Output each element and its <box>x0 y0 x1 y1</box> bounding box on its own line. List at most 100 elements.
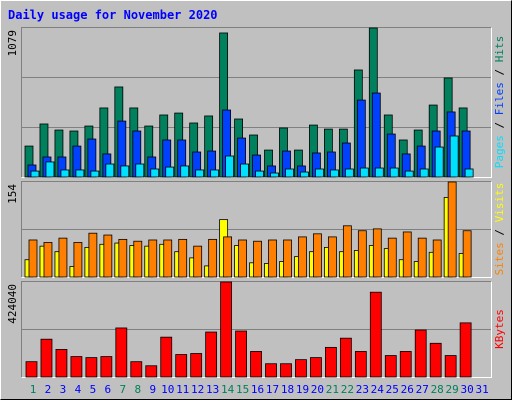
bar <box>359 167 369 178</box>
bar <box>238 239 247 278</box>
bar <box>404 170 414 178</box>
bar <box>195 169 205 178</box>
panel-edge-light <box>21 281 492 378</box>
bar <box>447 181 457 278</box>
bar <box>115 327 128 378</box>
bar <box>369 291 382 378</box>
bar <box>372 228 382 278</box>
bar <box>43 242 53 278</box>
x-tick-label: 17 <box>266 383 279 396</box>
x-tick-label: 25 <box>386 383 399 396</box>
bar <box>180 165 190 178</box>
bar <box>178 238 188 278</box>
x-tick-label: 5 <box>90 383 97 396</box>
x-tick-label: 31 <box>475 383 488 396</box>
bar <box>58 237 68 278</box>
x-tick-label: 28 <box>431 383 444 396</box>
x-tick-label: 26 <box>401 383 414 396</box>
bar <box>329 169 339 178</box>
panel-edge-light <box>21 27 492 178</box>
legend: Sites / Visits <box>493 183 506 276</box>
x-tick-label: 16 <box>251 383 264 396</box>
x-tick-label: 9 <box>149 383 156 396</box>
legend-separator: / <box>493 222 506 242</box>
bar <box>175 354 188 378</box>
x-tick-label: 21 <box>326 383 339 396</box>
y-tick-label: 1079 <box>6 30 19 57</box>
bar <box>371 92 381 178</box>
x-tick-label: 11 <box>176 383 189 396</box>
bar <box>28 239 38 278</box>
legend-entry: Sites <box>493 242 506 275</box>
bar <box>295 359 307 378</box>
bar <box>60 169 70 178</box>
x-tick-label: 10 <box>161 383 174 396</box>
bar <box>85 357 98 378</box>
bar <box>210 169 220 178</box>
x-tick-label: 12 <box>191 383 204 396</box>
bar <box>315 168 324 178</box>
bar <box>298 236 307 278</box>
bar <box>339 337 352 378</box>
bar <box>313 233 322 278</box>
panel-edge-dark <box>21 181 492 278</box>
x-tick-label: 15 <box>236 383 249 396</box>
bar <box>449 135 459 178</box>
bar <box>444 355 457 378</box>
bar <box>285 168 294 178</box>
x-tick-label: 27 <box>416 383 429 396</box>
bar <box>205 331 218 378</box>
x-tick-label: 3 <box>60 383 67 396</box>
bar <box>55 349 68 378</box>
x-tick-label: 24 <box>371 383 385 396</box>
legend-separator: / <box>493 115 506 135</box>
x-tick-label: 1 <box>30 383 37 396</box>
bar <box>356 99 366 178</box>
bar <box>118 238 128 278</box>
bar <box>220 281 233 378</box>
legend: Pages / Files / Hits <box>493 36 506 169</box>
bar <box>384 355 397 378</box>
bar <box>432 239 442 278</box>
bar <box>163 239 173 278</box>
bar <box>25 361 38 378</box>
x-tick-label: 29 <box>446 383 459 396</box>
bar <box>429 342 442 378</box>
bar <box>190 353 203 378</box>
bar <box>342 225 352 278</box>
bar <box>40 338 53 378</box>
bar <box>389 167 399 178</box>
bar <box>160 336 173 378</box>
legend-entry: Visits <box>493 183 506 223</box>
bar <box>73 242 83 278</box>
bar <box>100 356 113 378</box>
x-tick-label: 4 <box>75 383 82 396</box>
legend-entry: KBytes <box>493 309 506 349</box>
bar <box>310 357 322 378</box>
legend-entry: Files <box>493 82 506 115</box>
bar <box>223 236 233 278</box>
bar <box>434 146 444 178</box>
bar <box>208 238 218 278</box>
bar <box>133 240 143 278</box>
bar <box>235 330 247 378</box>
bar <box>193 245 203 278</box>
y-tick-label: 424040 <box>6 284 19 324</box>
x-tick-label: 18 <box>281 383 294 396</box>
bar <box>240 163 249 178</box>
panel-edge-dark <box>21 281 492 378</box>
bar <box>148 239 158 278</box>
bar <box>464 168 474 178</box>
x-tick-label: 19 <box>296 383 309 396</box>
x-tick-label: 23 <box>356 383 369 396</box>
bar <box>374 167 384 178</box>
bar <box>399 351 412 378</box>
legend-separator: / <box>493 62 506 82</box>
bar <box>417 237 427 278</box>
x-tick-label: 20 <box>311 383 324 396</box>
bar <box>354 351 367 378</box>
legend: KBytes <box>493 309 506 349</box>
bar <box>250 351 262 378</box>
bar <box>255 170 264 178</box>
